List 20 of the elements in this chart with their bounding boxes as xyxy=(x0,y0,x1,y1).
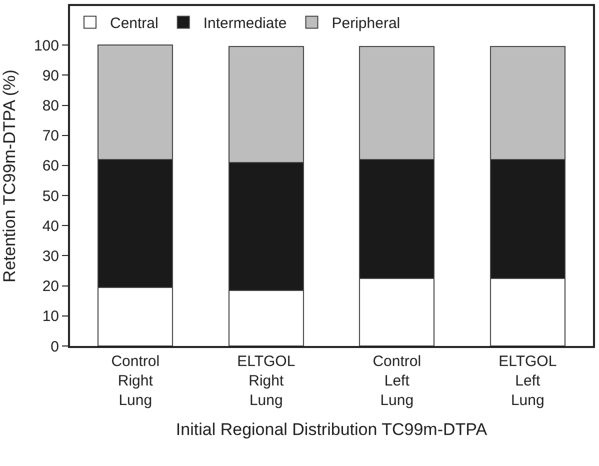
y-tick-label: 90 xyxy=(42,67,59,84)
y-tick-label: 70 xyxy=(42,128,59,145)
y-tick-label: 60 xyxy=(42,158,59,175)
y-axis-title: Retention TC99m-DTPA (%) xyxy=(0,70,19,282)
x-tick-label: ELTGOL Right Lung xyxy=(237,353,296,409)
legend-label: Peripheral xyxy=(332,15,400,32)
x-tick-label: ELTGOL Left Lung xyxy=(498,353,557,409)
x-axis-title: Initial Regional Distribution TC99m-DTPA xyxy=(176,420,488,439)
y-tick-label: 0 xyxy=(50,338,59,356)
y-tick-label: 50 xyxy=(42,188,59,205)
legend-label: Central xyxy=(110,15,158,32)
y-tick-label: 40 xyxy=(42,218,59,235)
legend-label: Intermediate xyxy=(203,15,287,32)
y-tick-label: 80 xyxy=(42,98,59,115)
y-tick-label: 30 xyxy=(42,248,59,265)
y-tick-label: 20 xyxy=(42,278,59,296)
x-tick-label: Control Left Lung xyxy=(372,353,422,409)
y-tick-label: 10 xyxy=(42,308,59,326)
y-tick-label: 100 xyxy=(34,37,59,54)
x-tick-label: Control Right Lung xyxy=(111,353,160,409)
